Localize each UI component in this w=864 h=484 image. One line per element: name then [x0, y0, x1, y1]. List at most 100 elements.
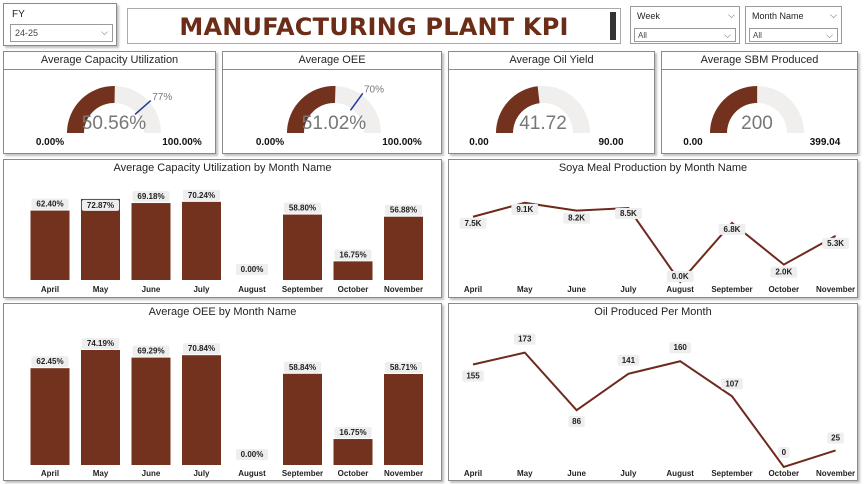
data-label-bg: [182, 189, 221, 201]
data-label: 173: [518, 335, 532, 344]
data-label: 8.2K: [568, 214, 585, 223]
x-tick-label: May: [93, 469, 109, 478]
bar-june: [131, 203, 171, 280]
month-slicer: Month Name ⌵ All ⌵: [745, 6, 842, 44]
data-label: 141: [622, 356, 636, 365]
x-tick-label: April: [464, 469, 482, 478]
x-tick-label: July: [620, 469, 637, 478]
x-tick-label: April: [41, 285, 59, 294]
divider: [662, 69, 857, 70]
divider: [449, 69, 654, 70]
data-label: 155: [466, 372, 480, 381]
data-label: 16.75%: [339, 428, 366, 437]
page-title: MANUFACTURING PLANT KPI: [179, 13, 569, 41]
x-tick-label: September: [282, 285, 323, 294]
month-dropdown[interactable]: All ⌵: [749, 28, 838, 42]
gauge-min-label: 0.00: [469, 137, 489, 148]
x-tick-label: August: [666, 285, 694, 294]
data-label: 6.8K: [724, 225, 741, 234]
data-label-bg: [283, 202, 322, 214]
x-tick-label: November: [384, 285, 423, 294]
data-label: 8.5K: [620, 209, 637, 218]
data-label-bg: [384, 361, 423, 373]
chevron-down-icon[interactable]: ⌵: [830, 10, 837, 20]
data-label: 69.29%: [137, 347, 164, 356]
data-label: 69.18%: [137, 192, 164, 201]
chart-title: Average OEE by Month Name: [148, 306, 297, 318]
gauge-target-label: 77%: [152, 92, 172, 103]
data-label: 0.0K: [672, 272, 689, 281]
data-label: 74.19%: [87, 339, 114, 348]
gauge-max-label: 90.00: [598, 137, 623, 148]
fy-dropdown[interactable]: 24-25 ⌵: [10, 24, 113, 42]
bar-april: [30, 368, 70, 465]
gauge-fill: [710, 86, 758, 133]
title-accent-bar: [610, 12, 616, 40]
bar-june: [131, 357, 171, 465]
chart-title: Soya Meal Production by Month Name: [558, 162, 748, 174]
data-label: 2.0K: [775, 268, 792, 277]
data-label: 160: [674, 343, 688, 352]
gauge-target-marker: [349, 92, 364, 111]
data-label: 7.5K: [465, 219, 482, 228]
fy-slicer-label: FY: [12, 9, 25, 20]
data-label-bg: [462, 370, 484, 382]
data-label: 9.1K: [516, 205, 533, 214]
x-tick-label: June: [142, 469, 161, 478]
gauge-min-label: 0.00%: [36, 137, 64, 148]
gauge-svg: 41.72 0.00 90.00: [469, 86, 624, 148]
data-label-bg: [669, 342, 691, 354]
chevron-down-icon[interactable]: ⌵: [728, 10, 735, 20]
bar-chart-svg: 62.40% April 72.87% May 69.18% June 70.24% July…: [30, 189, 423, 294]
gauge-min-label: 0.00: [683, 137, 703, 148]
week-slicer: Week ⌵ All ⌵: [630, 6, 740, 44]
bar-july: [182, 201, 221, 280]
fy-slicer: FY 24-25 ⌵: [3, 3, 117, 46]
gauge-svg: 200 0.00 399.04: [683, 86, 841, 148]
chevron-down-icon: ⌵: [724, 30, 731, 40]
week-slicer-label: Week: [637, 11, 660, 21]
data-label-bg: [182, 343, 221, 355]
week-dropdown-value: All: [638, 31, 647, 40]
data-label: 25: [831, 433, 840, 442]
chart-title: Average Capacity Utilization by Month Na…: [113, 162, 332, 174]
x-tick-label: April: [41, 469, 59, 478]
divider: [4, 69, 215, 70]
gauge-max-label: 399.04: [810, 137, 841, 148]
gauge-value: 200: [741, 113, 773, 134]
x-tick-label: August: [238, 285, 266, 294]
data-label: 0: [782, 448, 787, 457]
x-tick-label: July: [620, 285, 637, 294]
data-label-bg: [236, 264, 268, 275]
month-dropdown-value: All: [753, 31, 762, 40]
data-label: 16.75%: [339, 250, 366, 259]
gauge-value: 50.56%: [82, 113, 147, 134]
week-dropdown[interactable]: All ⌵: [634, 28, 736, 42]
x-tick-label: October: [768, 285, 799, 294]
bar-october: [333, 439, 373, 465]
data-label-bg: [718, 223, 746, 235]
gauge-capacity-utilization: Average Capacity Utilization 77% 50.56% …: [3, 51, 216, 154]
data-label-bg: [384, 204, 423, 216]
x-tick-label: November: [816, 469, 855, 478]
data-label-bg: [81, 199, 120, 211]
x-tick-label: June: [567, 469, 586, 478]
bar-november: [384, 216, 423, 280]
x-tick-label: November: [816, 285, 855, 294]
data-label-bg: [514, 333, 536, 345]
gauge-min-label: 0.00%: [256, 137, 284, 148]
line-chart-svg: 155 April 173 May 86 June 141 July 160 August 107 S…: [462, 333, 855, 478]
series-line: [472, 351, 836, 469]
gauge-title: Average OEE: [298, 54, 366, 66]
chart-title: Oil Produced Per Month: [594, 306, 712, 318]
data-label: 0.00%: [241, 265, 264, 274]
gauge-target-label: 70%: [364, 85, 384, 96]
data-label: 70.24%: [188, 191, 215, 200]
data-label-bg: [666, 271, 694, 282]
data-label-bg: [283, 361, 322, 373]
gauge-max-label: 100.00%: [382, 137, 422, 148]
data-label-bg: [827, 432, 844, 444]
bar-october: [333, 261, 373, 280]
bar-may: [81, 350, 120, 465]
gauge-oil-yield: Average Oil Yield 41.72 0.00 90.00: [448, 51, 655, 154]
